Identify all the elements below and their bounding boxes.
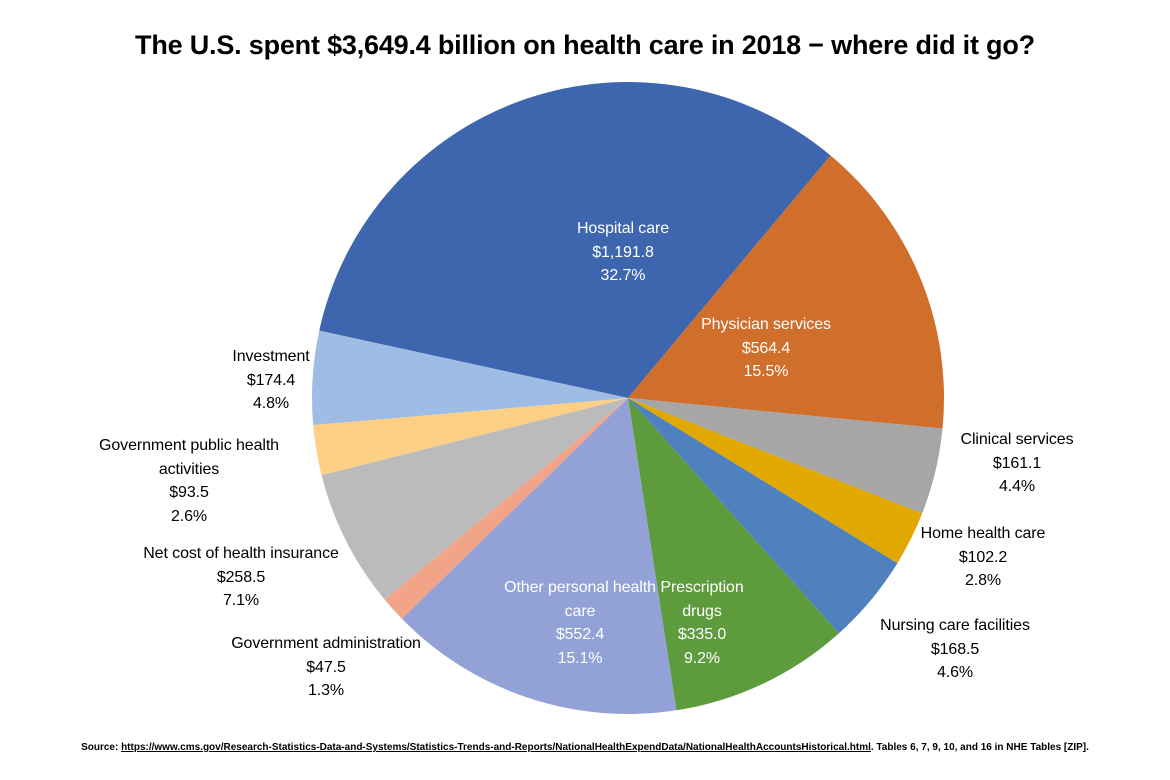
source-note: Source: https://www.cms.gov/Research-Sta… [0,741,1170,755]
pie-slice-prescription-drugs [628,398,839,711]
chart-title: The U.S. spent $3,649.4 billion on healt… [135,30,1035,60]
pie-slice-physician-services [628,155,945,429]
pie-slice-other-personal-health-care [401,398,677,714]
pie-slice-investment [312,330,628,426]
source-suffix: . Tables 6, 7, 9, 10, and 16 in NHE Tabl… [870,742,1089,753]
pie-slice-nursing-care-facilities [628,398,898,634]
pie-slice-clinical-services [628,398,943,514]
pie-slice-government-administration [384,398,628,619]
pie-slice-hospital-care [319,81,831,399]
source-link[interactable]: https://www.cms.gov/Research-Statistics-… [121,742,871,753]
pie-slice-government-public-health-activities [313,398,628,476]
pie-slice-home-health-care [628,398,923,564]
source-prefix: Source: [81,742,122,753]
pie-slice-net-cost-of-health-insurance [321,398,628,600]
